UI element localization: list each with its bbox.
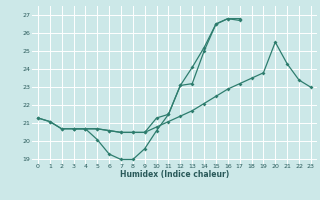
X-axis label: Humidex (Indice chaleur): Humidex (Indice chaleur) xyxy=(120,170,229,179)
